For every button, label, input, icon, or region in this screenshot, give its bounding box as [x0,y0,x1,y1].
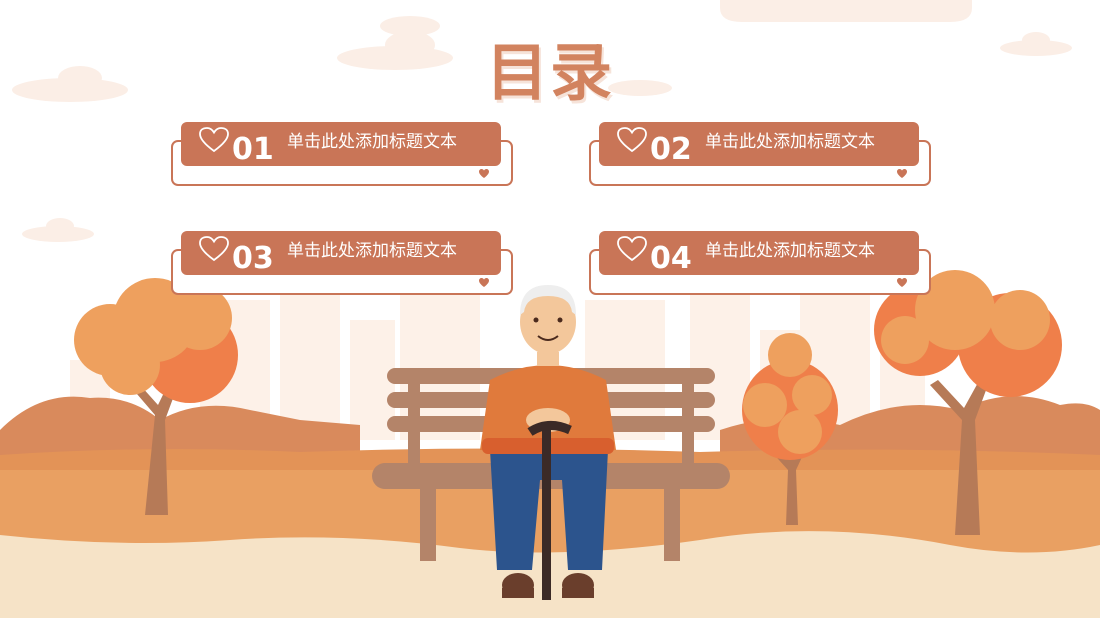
page-title: 目录 [485,36,614,109]
toc-item-number: 01 [232,132,274,167]
toc-item-bar: 03 单击此处添加标题文本 [181,231,501,275]
heart-small-icon [479,169,489,178]
cloud-group [12,0,1072,242]
right-tree [874,270,1062,535]
heart-small-icon [897,278,907,287]
heart-outline-icon [617,236,647,262]
old-man [480,285,616,600]
toc-item-text: 单击此处添加标题文本 [287,132,457,152]
heart-small-icon [479,278,489,287]
toc-item-03[interactable]: 03 单击此处添加标题文本 [171,231,513,295]
toc-item-number: 03 [232,241,274,276]
toc-item-01[interactable]: 01 单击此处添加标题文本 [171,122,513,186]
toc-item-bar: 01 单击此处添加标题文本 [181,122,501,166]
toc-item-text: 单击此处添加标题文本 [287,241,457,261]
small-tree [742,333,838,525]
left-tree [74,278,238,515]
toc-item-text: 单击此处添加标题文本 [705,241,875,261]
toc-item-number: 02 [650,132,692,167]
heart-small-icon [897,169,907,178]
toc-item-bar: 02 单击此处添加标题文本 [599,122,919,166]
heart-outline-icon [199,127,229,153]
toc-item-text: 单击此处添加标题文本 [705,132,875,152]
heart-outline-icon [617,127,647,153]
toc-item-bar: 04 单击此处添加标题文本 [599,231,919,275]
toc-item-number: 04 [650,241,692,276]
toc-item-04[interactable]: 04 单击此处添加标题文本 [589,231,931,295]
toc-item-02[interactable]: 02 单击此处添加标题文本 [589,122,931,186]
heart-outline-icon [199,236,229,262]
